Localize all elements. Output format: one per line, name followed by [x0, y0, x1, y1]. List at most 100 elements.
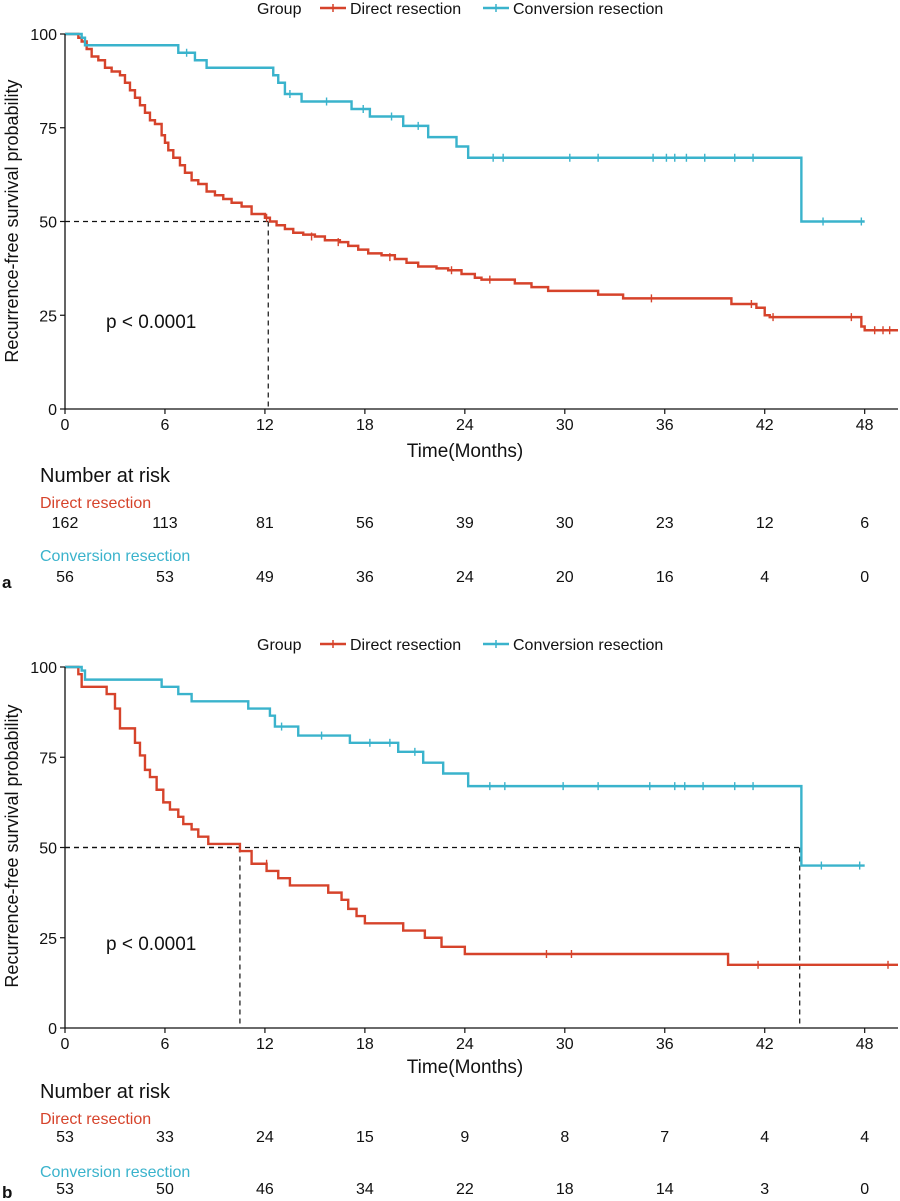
x-tick-label: 48 [856, 417, 874, 434]
x-tick-label: 12 [256, 1036, 274, 1053]
x-axis-label: Time(Months) [407, 1057, 523, 1078]
risk-row-conversion: 53 50 46 34 22 18 14 3 0 [56, 1181, 869, 1198]
risk-count: 36 [356, 569, 374, 586]
legend-direct-label: Direct resection [350, 637, 461, 654]
km-curve-direct-resection [65, 665, 898, 967]
x-tick-label: 48 [856, 1036, 874, 1053]
legend-direct-label: Direct resection [350, 1, 461, 18]
y-tick-label: 0 [48, 402, 57, 419]
legend-title: Group [257, 637, 302, 654]
risk-row-direct: 162 113 81 56 39 30 23 12 6 [52, 515, 870, 532]
y-axis-label: Recurrence-free survival probability [2, 79, 22, 362]
km-curve-conversion-resection [65, 32, 865, 223]
legend-title: Group [257, 1, 302, 18]
legend-conversion-label: Conversion resection [513, 637, 663, 654]
risk-count: 162 [52, 515, 79, 532]
legend-b: Group Direct resection Conversion resect… [257, 637, 663, 654]
risk-count: 3 [760, 1181, 769, 1198]
y-tick-label: 100 [30, 27, 57, 44]
risk-count: 53 [56, 1181, 74, 1198]
risk-count: 16 [656, 569, 674, 586]
risk-table-b: Number at risk Direct resection 53 33 24 15… [40, 1081, 869, 1198]
risk-count: 30 [556, 515, 574, 532]
x-tick-label: 0 [61, 1036, 70, 1053]
risk-table-title: Number at risk [40, 465, 171, 487]
x-tick-label: 12 [256, 417, 274, 434]
x-tick-label: 36 [656, 417, 674, 434]
risk-count: 7 [660, 1129, 669, 1146]
y-tick-label: 0 [48, 1021, 57, 1038]
risk-count: 39 [456, 515, 474, 532]
risk-count: 56 [56, 569, 74, 586]
p-value-label: p < 0.0001 [106, 312, 196, 333]
x-tick-label: 24 [456, 417, 474, 434]
risk-count: 14 [656, 1181, 674, 1198]
risk-row-label-direct: Direct resection [40, 495, 151, 512]
x-tick-label: 42 [756, 417, 774, 434]
panel-label: a [2, 573, 12, 592]
risk-count: 46 [256, 1181, 274, 1198]
y-tick-label: 100 [30, 660, 57, 677]
risk-count: 6 [860, 515, 869, 532]
risk-count: 24 [256, 1129, 274, 1146]
panel-b: Group Direct resection Conversion resect… [2, 637, 898, 1201]
risk-count: 34 [356, 1181, 374, 1198]
risk-count: 50 [156, 1181, 174, 1198]
risk-count: 49 [256, 569, 274, 586]
risk-count: 81 [256, 515, 274, 532]
x-tick-label: 18 [356, 1036, 374, 1053]
risk-count: 15 [356, 1129, 374, 1146]
km-curve-direct-resection [65, 32, 898, 332]
x-tick-label: 0 [61, 417, 70, 434]
x-tick-label: 30 [556, 1036, 574, 1053]
risk-row-label-conversion: Conversion resection [40, 1164, 190, 1181]
risk-row-conversion: 56 53 49 36 24 20 16 4 0 [56, 569, 869, 586]
risk-count: 4 [760, 1129, 769, 1146]
risk-count: 56 [356, 515, 374, 532]
risk-count: 9 [460, 1129, 469, 1146]
risk-table-a: Number at risk Direct resection 162 113 81… [40, 465, 869, 586]
p-value-label: p < 0.0001 [106, 934, 196, 955]
y-tick-label: 75 [39, 750, 57, 767]
risk-count: 22 [456, 1181, 474, 1198]
y-tick-label: 25 [39, 931, 57, 948]
risk-count: 18 [556, 1181, 574, 1198]
y-tick-label: 50 [39, 841, 57, 858]
risk-count: 0 [860, 569, 869, 586]
y-tick-label: 25 [39, 308, 57, 325]
x-axis-label: Time(Months) [407, 441, 523, 462]
risk-count: 33 [156, 1129, 174, 1146]
risk-count: 20 [556, 569, 574, 586]
risk-count: 53 [56, 1129, 74, 1146]
y-tick-label: 50 [39, 215, 57, 232]
legend-a: Group Direct resection Conversion resect… [257, 1, 663, 18]
x-tick-label: 42 [756, 1036, 774, 1053]
risk-count: 24 [456, 569, 474, 586]
risk-count: 8 [560, 1129, 569, 1146]
risk-count: 113 [152, 515, 178, 532]
y-axis-label: Recurrence-free survival probability [2, 704, 22, 987]
plot-area-b: 0 25 50 75 100 0 6 12 18 24 30 36 42 48 [30, 660, 898, 1053]
risk-count: 4 [860, 1129, 869, 1146]
risk-count: 12 [756, 515, 774, 532]
panel-a: Group Direct resection Conversion resect… [2, 1, 898, 592]
y-tick-label: 75 [39, 121, 57, 138]
risk-count: 23 [656, 515, 674, 532]
legend-conversion-label: Conversion resection [513, 1, 663, 18]
risk-row-label-conversion: Conversion resection [40, 548, 190, 565]
x-tick-label: 30 [556, 417, 574, 434]
x-tick-label: 36 [656, 1036, 674, 1053]
risk-row-label-direct: Direct resection [40, 1111, 151, 1128]
x-tick-label: 6 [161, 417, 170, 434]
panel-label: b [2, 1183, 12, 1201]
risk-table-title: Number at risk [40, 1081, 171, 1103]
x-tick-label: 18 [356, 417, 374, 434]
risk-count: 0 [860, 1181, 869, 1198]
km-curve-conversion-resection [65, 665, 865, 867]
plot-area-a: 0 25 50 75 100 0 6 12 18 24 30 36 42 48 [30, 27, 898, 434]
risk-count: 53 [156, 569, 174, 586]
risk-row-direct: 53 33 24 15 9 8 7 4 4 [56, 1129, 869, 1146]
x-tick-label: 6 [161, 1036, 170, 1053]
risk-count: 4 [760, 569, 769, 586]
